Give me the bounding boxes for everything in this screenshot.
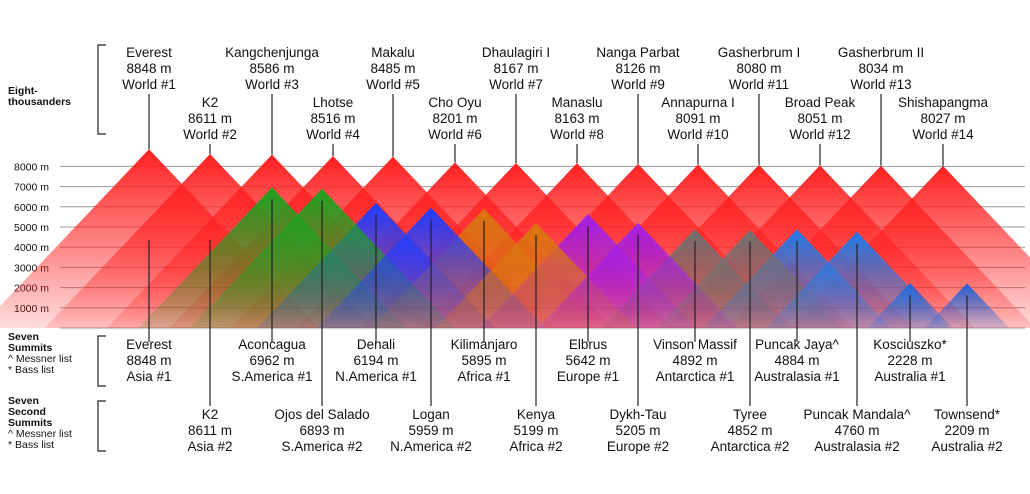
- eight-label-8: Nanga Parbat 8126 m World #9: [596, 45, 680, 92]
- y-tick-label: 8000 m: [14, 161, 49, 173]
- summit-label-7: Kosciuszko* 2228 m Australia #1: [873, 337, 947, 384]
- summit-label-5: Vinson Massif 4892 m Antarctica #1: [653, 337, 737, 384]
- y-tick-label: 4000 m: [14, 242, 49, 254]
- eight-label-0: Everest 8848 m World #1: [122, 45, 176, 92]
- summit-label-4: Elbrus 5642 m Europe #1: [557, 337, 619, 384]
- seven-second-summits-title: Seven Second Summits ^ Messner list * Bass l…: [8, 395, 72, 451]
- summit-label-0: Everest 8848 m Asia #1: [126, 337, 172, 384]
- summit-label-3: Kilimanjaro 5895 m Africa #1: [451, 337, 518, 384]
- eight-label-13: Shishapangma 8027 m World #14: [898, 95, 989, 142]
- second-label-5: Tyree 4852 m Antarctica #2: [711, 407, 790, 454]
- mountains: [0, 149, 1030, 328]
- eight-label-6: Dhaulagiri I 8167 m World #7: [482, 45, 550, 92]
- second-bracket: [97, 400, 106, 452]
- eight-bracket: [97, 44, 106, 135]
- second-label-4: Dykh-Tau 5205 m Europe #2: [607, 407, 669, 454]
- seven-bracket: [97, 335, 106, 387]
- summit-label-2: Denali 6194 m N.America #1: [335, 337, 417, 384]
- y-tick-label: 6000 m: [14, 202, 49, 214]
- eight-label-3: Lhotse 8516 m World #4: [306, 95, 360, 142]
- eight-label-11: Broad Peak 8051 m World #12: [785, 95, 856, 142]
- second-label-3: Kenya 5199 m Africa #2: [509, 407, 562, 454]
- eight-label-7: Manaslu 8163 m World #8: [550, 95, 604, 142]
- eight-label-2: Kangchenjunga 8586 m World #3: [225, 45, 319, 92]
- second-label-7: Townsend* 2209 m Australia #2: [931, 407, 1002, 454]
- second-label-6: Puncak Mandala^ 4760 m Australasia #2: [804, 407, 912, 454]
- seven-summits-title: Seven Summits ^ Messner list * Bass list: [8, 331, 72, 376]
- eight-label-9: Annapurna I 8091 m World #10: [661, 95, 735, 142]
- eight-label-10: Gasherbrum I 8080 m World #11: [718, 45, 801, 92]
- second-label-1: Ojos del Salado 6893 m S.America #2: [274, 407, 369, 454]
- second-label-2: Logan 5959 m N.America #2: [390, 407, 472, 454]
- eight-label-1: K2 8611 m World #2: [183, 95, 237, 142]
- eight-label-4: Makalu 8485 m World #5: [366, 45, 420, 92]
- eight-thousanders-title: Eight-thousanders: [8, 85, 71, 108]
- group-brackets: Eight-thousanders Seven Summits ^ Messner l…: [8, 44, 106, 452]
- y-tick-label: 5000 m: [14, 222, 49, 234]
- y-tick-label: 7000 m: [14, 182, 49, 194]
- peak-labels: Everest 8848 m World #1K2 8611 m World #2Kan…: [122, 45, 1003, 454]
- second-label-0: K2 8611 m Asia #2: [187, 407, 232, 454]
- summit-label-1: Aconcagua 6962 m S.America #1: [231, 337, 312, 384]
- eight-label-12: Gasherbrum II 8034 m World #13: [838, 45, 924, 92]
- eight-label-5: Cho Oyu 8201 m World #6: [428, 95, 482, 142]
- leader-lines: [148, 94, 968, 406]
- summit-label-6: Puncak Jaya^ 4884 m Australasia #1: [754, 337, 840, 384]
